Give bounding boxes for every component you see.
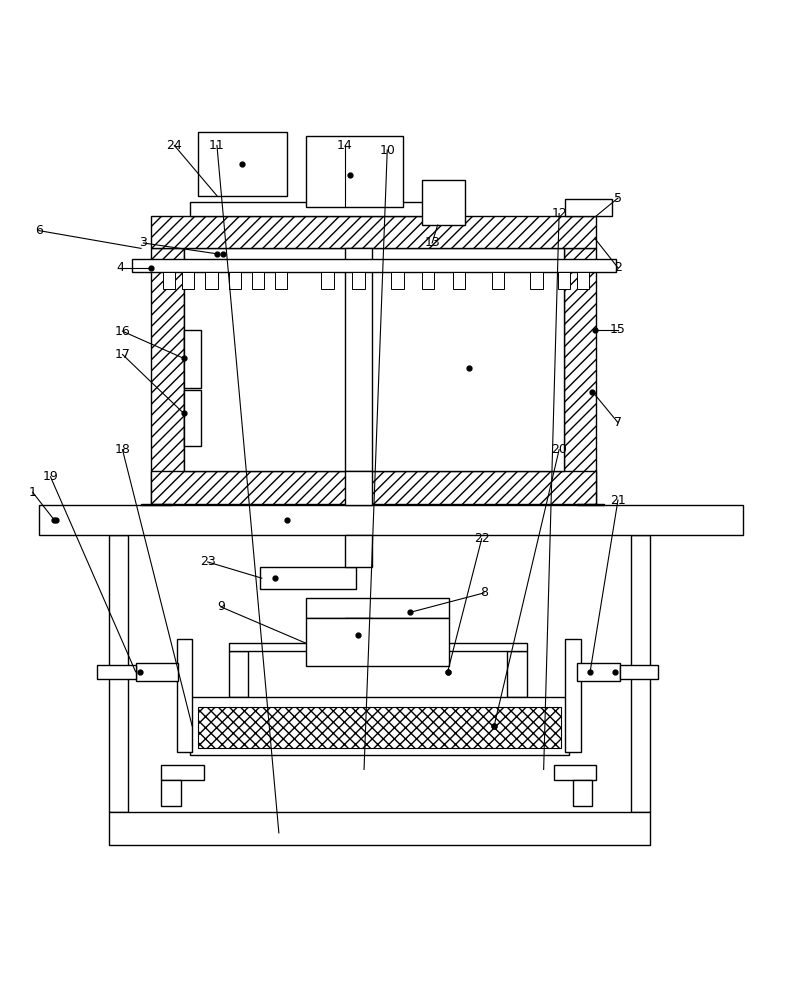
- Bar: [564, 248, 596, 504]
- Text: 8: 8: [480, 586, 488, 599]
- Bar: [161, 780, 181, 806]
- Bar: [39, 505, 743, 535]
- Bar: [577, 663, 619, 681]
- Text: 13: 13: [424, 236, 440, 249]
- Bar: [453, 272, 465, 289]
- Bar: [558, 272, 570, 289]
- Text: 6: 6: [35, 224, 43, 237]
- Bar: [97, 665, 136, 679]
- Text: 23: 23: [200, 555, 216, 568]
- Bar: [228, 272, 241, 289]
- Text: 14: 14: [337, 139, 352, 152]
- Bar: [183, 390, 201, 446]
- Text: 21: 21: [610, 493, 626, 506]
- Bar: [507, 651, 527, 697]
- Bar: [422, 180, 465, 225]
- Bar: [306, 618, 450, 666]
- Bar: [151, 248, 183, 504]
- Bar: [198, 707, 562, 748]
- Bar: [619, 665, 658, 679]
- Bar: [252, 272, 264, 289]
- Text: 10: 10: [379, 144, 395, 157]
- Bar: [275, 272, 288, 289]
- Text: 3: 3: [140, 236, 147, 249]
- Bar: [577, 504, 604, 505]
- Bar: [183, 248, 564, 471]
- Bar: [577, 272, 589, 289]
- Bar: [198, 132, 287, 196]
- Bar: [182, 272, 194, 289]
- Bar: [322, 272, 334, 289]
- Text: 5: 5: [614, 192, 622, 205]
- Bar: [344, 248, 372, 471]
- Bar: [391, 272, 404, 289]
- Bar: [205, 272, 218, 289]
- Bar: [151, 216, 596, 248]
- Bar: [566, 639, 581, 752]
- Text: 11: 11: [209, 139, 225, 152]
- Bar: [352, 272, 365, 289]
- Bar: [190, 202, 426, 216]
- Bar: [491, 272, 504, 289]
- Text: 20: 20: [551, 443, 567, 456]
- Bar: [228, 643, 527, 651]
- Bar: [177, 639, 192, 752]
- Text: 24: 24: [167, 139, 182, 152]
- Bar: [344, 471, 372, 505]
- Text: 17: 17: [115, 348, 130, 361]
- Bar: [344, 618, 372, 649]
- Bar: [422, 272, 434, 289]
- Bar: [531, 272, 543, 289]
- Bar: [344, 535, 372, 567]
- Bar: [163, 272, 175, 289]
- Bar: [151, 471, 596, 504]
- Text: 9: 9: [217, 600, 224, 613]
- Bar: [554, 765, 596, 780]
- Text: 4: 4: [116, 261, 124, 274]
- Text: 12: 12: [551, 207, 567, 220]
- Bar: [161, 765, 204, 780]
- Text: 22: 22: [474, 532, 490, 545]
- Bar: [183, 330, 201, 388]
- Text: 15: 15: [610, 323, 626, 336]
- Bar: [306, 136, 403, 207]
- Bar: [566, 199, 611, 216]
- Bar: [260, 567, 356, 589]
- Bar: [190, 697, 569, 755]
- Text: 1: 1: [28, 486, 36, 499]
- Bar: [136, 663, 179, 681]
- Text: 16: 16: [115, 325, 130, 338]
- Bar: [228, 651, 248, 697]
- Bar: [132, 259, 615, 272]
- Bar: [573, 780, 592, 806]
- Text: 19: 19: [43, 470, 58, 483]
- Bar: [108, 535, 128, 812]
- Text: 7: 7: [614, 416, 622, 429]
- Bar: [306, 598, 450, 618]
- Bar: [141, 504, 172, 505]
- Text: 18: 18: [115, 443, 130, 456]
- Bar: [108, 812, 650, 845]
- Text: 2: 2: [614, 261, 622, 274]
- Bar: [631, 535, 650, 812]
